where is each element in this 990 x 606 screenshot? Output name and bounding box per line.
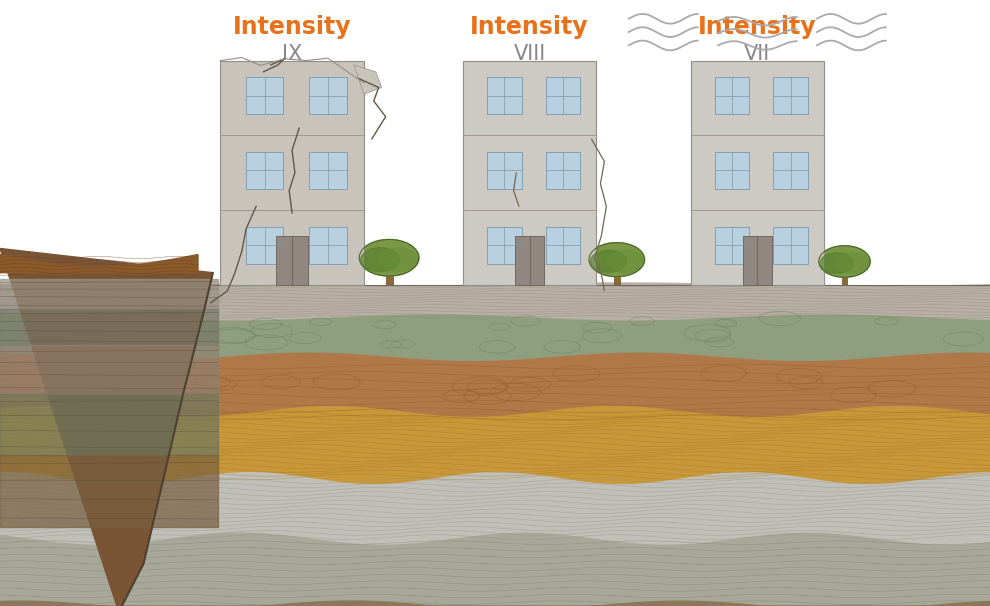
Bar — [487, 227, 522, 264]
Bar — [691, 61, 824, 285]
Bar — [715, 152, 749, 189]
Bar — [545, 77, 580, 115]
Bar — [545, 152, 580, 189]
Polygon shape — [0, 283, 990, 321]
Bar — [487, 152, 522, 189]
Bar — [309, 227, 346, 264]
Bar — [773, 152, 808, 189]
Polygon shape — [0, 407, 990, 485]
Bar — [386, 273, 392, 285]
Bar — [487, 77, 522, 115]
Bar — [463, 61, 596, 285]
Polygon shape — [0, 309, 218, 345]
Text: VIII: VIII — [514, 44, 545, 64]
Bar — [715, 227, 749, 264]
Polygon shape — [0, 473, 990, 545]
Bar — [715, 77, 749, 115]
Polygon shape — [0, 353, 990, 418]
Bar — [515, 236, 545, 285]
Bar — [247, 77, 283, 115]
Bar — [247, 152, 283, 189]
Bar — [545, 227, 580, 264]
Bar — [773, 77, 808, 115]
Bar — [773, 227, 808, 264]
Circle shape — [836, 253, 869, 273]
Polygon shape — [0, 533, 990, 606]
Polygon shape — [0, 315, 990, 362]
Polygon shape — [354, 65, 381, 94]
Polygon shape — [0, 279, 218, 309]
Text: Intensity: Intensity — [233, 15, 351, 39]
Text: IX: IX — [282, 44, 302, 64]
Bar — [309, 77, 346, 115]
Circle shape — [589, 242, 644, 276]
Bar — [614, 273, 620, 285]
Polygon shape — [0, 394, 218, 454]
Circle shape — [360, 248, 400, 271]
Polygon shape — [0, 454, 218, 527]
Text: Intensity: Intensity — [470, 15, 589, 39]
Bar — [842, 274, 847, 285]
Circle shape — [359, 239, 419, 276]
Bar — [309, 152, 346, 189]
Circle shape — [607, 250, 644, 272]
Circle shape — [590, 250, 627, 272]
Polygon shape — [0, 255, 198, 273]
Text: Intensity: Intensity — [698, 15, 817, 39]
Circle shape — [819, 245, 870, 278]
Polygon shape — [0, 248, 213, 606]
Text: VII: VII — [744, 44, 770, 64]
Bar — [276, 236, 308, 285]
Polygon shape — [0, 601, 990, 606]
Polygon shape — [0, 345, 218, 394]
Circle shape — [820, 253, 853, 273]
Bar — [742, 236, 772, 285]
Bar — [220, 61, 363, 285]
Bar — [247, 227, 283, 264]
Circle shape — [378, 248, 418, 271]
